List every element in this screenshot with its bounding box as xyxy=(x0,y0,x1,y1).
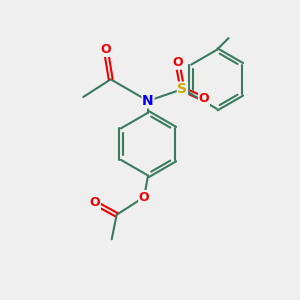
Text: O: O xyxy=(100,44,111,56)
Text: N: N xyxy=(142,94,154,108)
Text: O: O xyxy=(139,190,149,204)
Text: S: S xyxy=(177,82,188,96)
Text: O: O xyxy=(90,196,100,209)
Text: O: O xyxy=(199,92,209,106)
Text: O: O xyxy=(172,56,183,69)
